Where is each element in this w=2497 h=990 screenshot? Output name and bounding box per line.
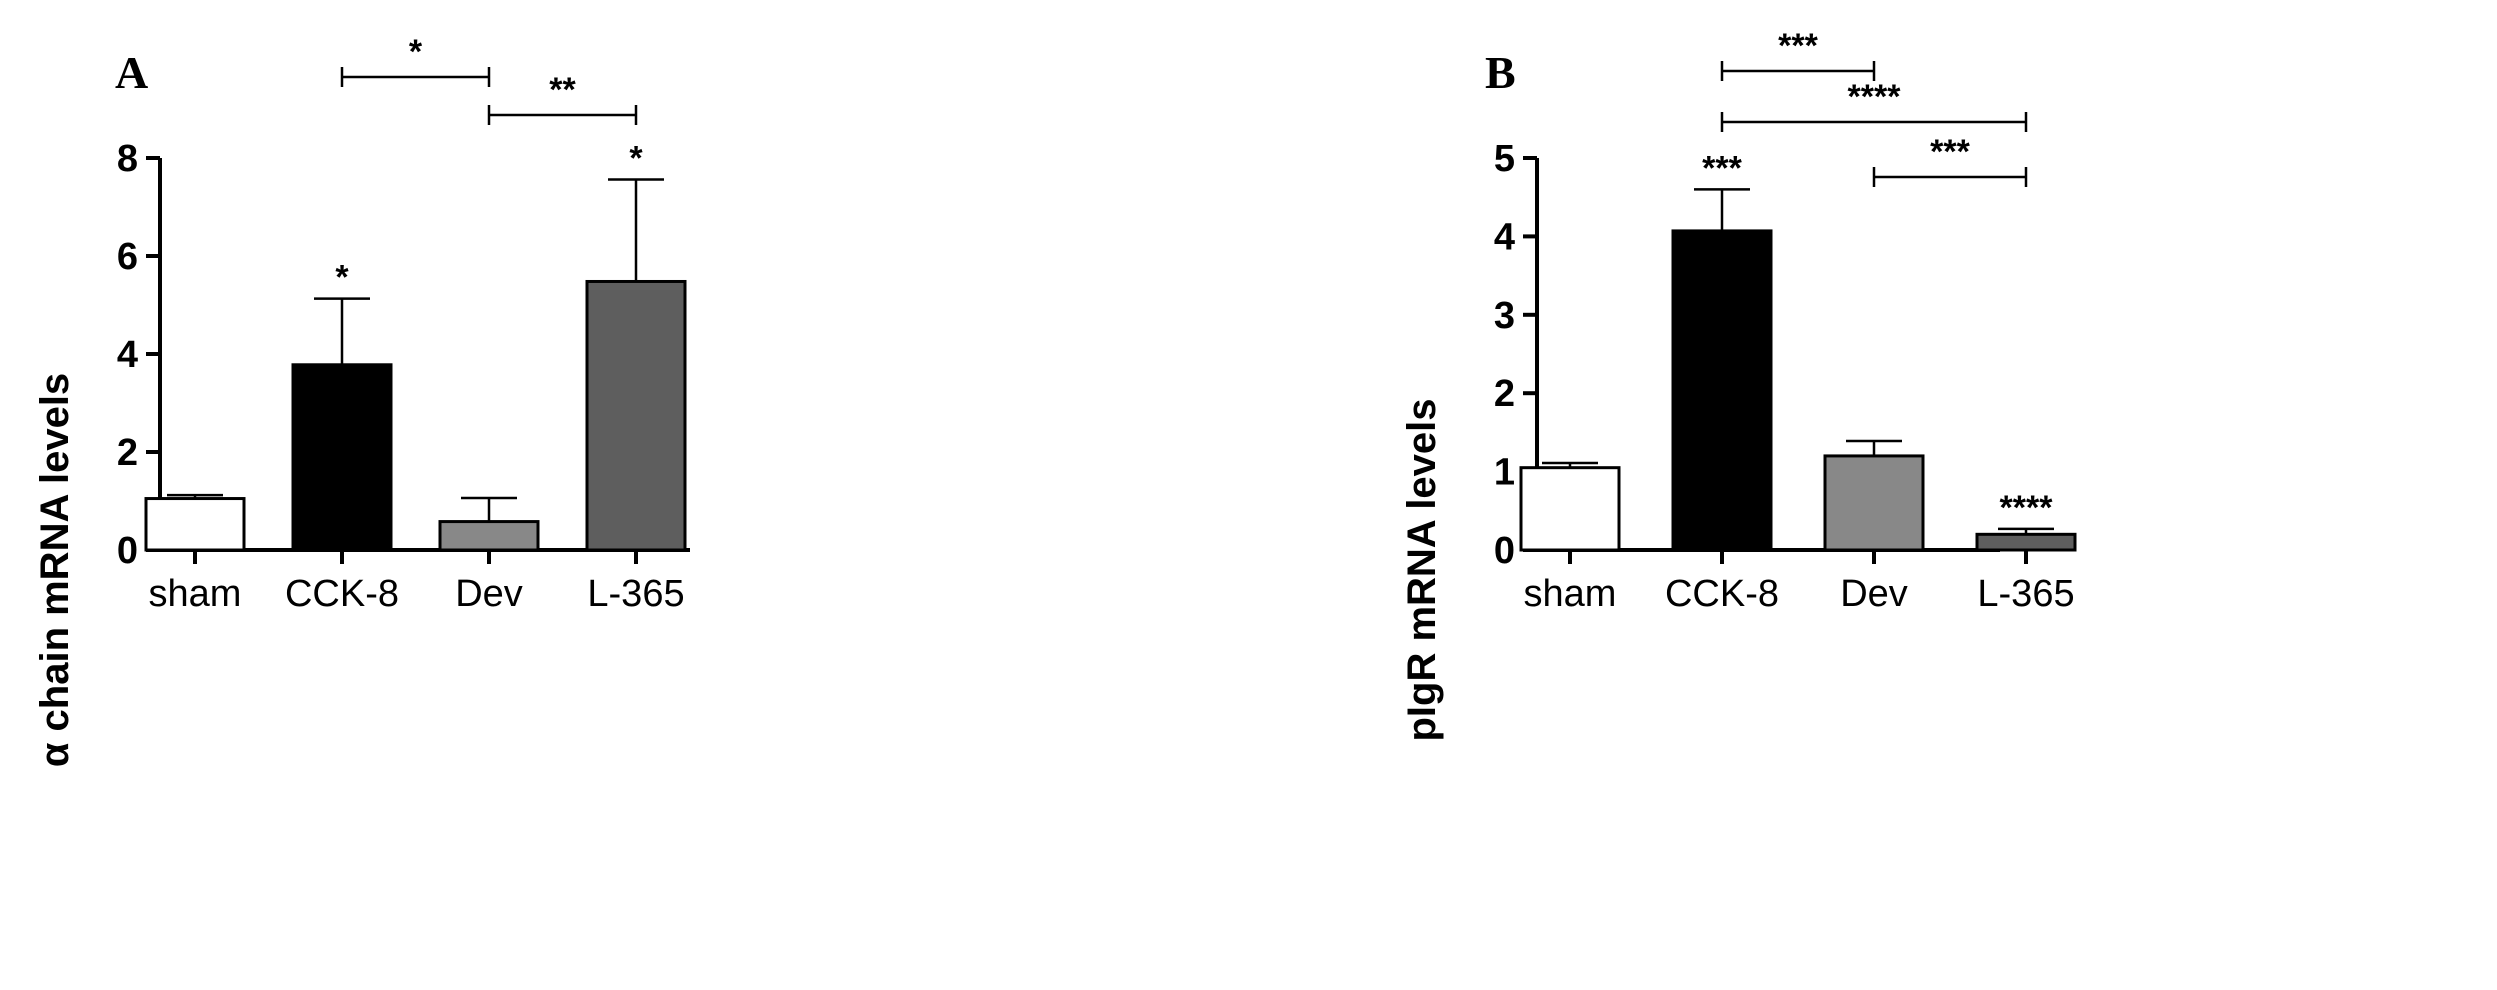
category-label-a: L-365 bbox=[587, 573, 684, 615]
y-tick-label-b: 2 bbox=[1494, 373, 1515, 415]
y-tick-label-b: 5 bbox=[1494, 138, 1515, 180]
y-tick-label-b: 1 bbox=[1494, 452, 1515, 494]
comparison-label-b: *** bbox=[1930, 133, 1970, 171]
bar-b-cck-8 bbox=[1671, 229, 1773, 552]
bar-a-dev bbox=[438, 520, 540, 552]
y-axis-label-b: pIgR mRNA levels bbox=[1400, 398, 1444, 741]
bar-a-l-365 bbox=[585, 279, 687, 552]
y-tick-label-b: 3 bbox=[1494, 295, 1515, 337]
category-label-a: Dev bbox=[455, 573, 523, 615]
y-axis-label-a: α chain mRNA levels bbox=[33, 373, 77, 767]
y-tick-label-a: 6 bbox=[117, 236, 138, 278]
y-tick-label-a: 8 bbox=[117, 138, 138, 180]
bar-significance-a: * bbox=[335, 259, 349, 297]
bar-b-l-365 bbox=[1975, 532, 2077, 552]
comparison-label-a: * bbox=[409, 33, 423, 71]
panel-label-a: A bbox=[115, 47, 148, 98]
panel-label-b: B bbox=[1485, 47, 1516, 98]
bar-a-sham bbox=[144, 497, 246, 552]
bar-b-sham bbox=[1519, 466, 1621, 552]
category-label-b: CCK-8 bbox=[1665, 573, 1779, 615]
category-label-a: sham bbox=[149, 573, 242, 615]
y-tick-label-a: 2 bbox=[117, 432, 138, 474]
bar-a-cck-8 bbox=[291, 363, 393, 552]
bar-significance-a: * bbox=[629, 140, 643, 178]
category-label-a: CCK-8 bbox=[285, 573, 399, 615]
bar-b-dev bbox=[1823, 454, 1925, 552]
y-tick-label-a: 0 bbox=[117, 530, 138, 572]
category-label-b: Dev bbox=[1840, 573, 1908, 615]
y-tick-label-a: 4 bbox=[117, 334, 138, 376]
bar-significance-b: *** bbox=[1702, 149, 1742, 187]
bar-significance-b: **** bbox=[2000, 489, 2054, 527]
category-label-b: L-365 bbox=[1977, 573, 2074, 615]
comparison-label-b: **** bbox=[1848, 78, 1902, 116]
y-tick-label-b: 0 bbox=[1494, 530, 1515, 572]
panel-b: B pIgR mRNA levels 0 1 2 3 4 5 sham CCK-8 *** Dev… bbox=[1400, 27, 2077, 742]
comparison-label-a: ** bbox=[549, 71, 576, 109]
category-label-b: sham bbox=[1524, 573, 1617, 615]
y-tick-label-b: 4 bbox=[1494, 216, 1515, 258]
comparison-label-b: *** bbox=[1778, 27, 1818, 65]
panel-a: A α chain mRNA levels 0 2 4 6 8 sham CCK-8 * Dev… bbox=[33, 33, 690, 767]
